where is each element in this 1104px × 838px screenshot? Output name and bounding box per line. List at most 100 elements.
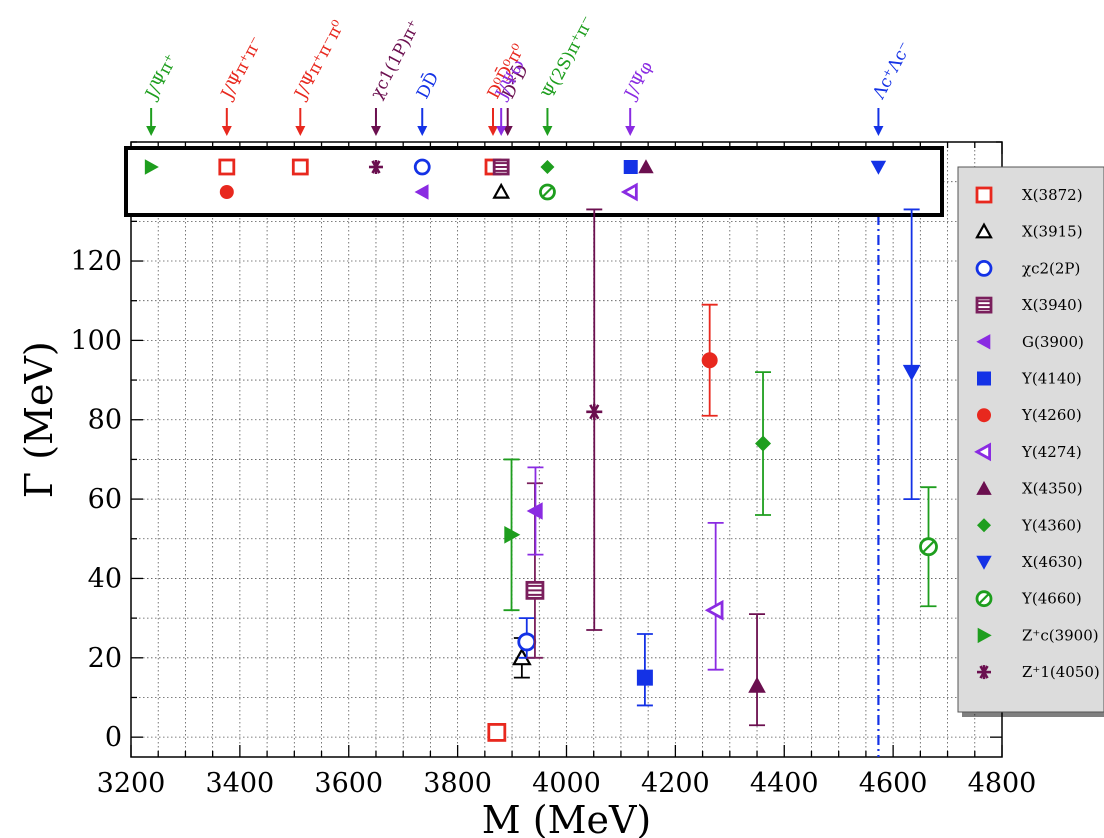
threshold-arrowhead [370, 126, 381, 136]
legend-label: Y(4274) [1021, 443, 1082, 461]
data-point [525, 580, 545, 600]
legend-entry: Y(4660) [975, 590, 1082, 608]
legend-label: X(4630) [1022, 553, 1083, 571]
threshold-marker [492, 182, 511, 199]
threshold-marker [144, 159, 159, 175]
legend-entry: Y(4260) [977, 406, 1082, 424]
threshold-marker [539, 183, 556, 201]
threshold-arrowhead [542, 126, 553, 136]
legend-entry: Z⁺c(3900) [977, 626, 1099, 644]
legend-entry: Y(4360) [977, 516, 1082, 534]
legend-label: χc2(2P) [1022, 259, 1080, 277]
threshold-label: Ψ(2S)π⁺π⁻ [538, 13, 599, 136]
legend-label: Z⁺1(4050) [1022, 663, 1100, 681]
y-tick-label: 0 [105, 722, 122, 753]
legend-entry: Y(4274) [974, 442, 1082, 462]
threshold-marker [413, 158, 431, 176]
legend-label: Z⁺c(3900) [1022, 626, 1099, 644]
legend-entry: X(4350) [976, 480, 1083, 498]
legend-marker [975, 590, 993, 608]
data-point [517, 632, 537, 652]
legend-marker [977, 518, 991, 533]
data-point [701, 352, 718, 369]
legend-label: G(3900) [1022, 333, 1084, 351]
legend-entry: χc2(2P) [975, 259, 1080, 277]
legend-marker [975, 222, 993, 239]
legend-entry: X(3872) [975, 186, 1083, 204]
data-point [919, 537, 938, 557]
axis-ticks: 3200 3400 3600 3800 4000 4200 4400 4600 4800 0 20 4… [70, 141, 1037, 799]
threshold-label-text: J/Ψπ⁺π⁻ [217, 33, 267, 104]
threshold-label: χc1(1P)π⁺ [367, 17, 425, 136]
threshold-label: J/Ψπ⁺π⁻π⁰ [290, 17, 349, 136]
x-tick-label: 4000 [532, 768, 601, 799]
legend-marker [976, 555, 992, 570]
threshold-label: DD̄ [411, 68, 443, 136]
threshold-marker [870, 160, 887, 175]
threshold-label: J/Ψφ [620, 58, 657, 136]
x-tick-label: 3800 [423, 768, 492, 799]
y-tick-label: 60 [88, 484, 122, 515]
threshold-label: J/Ψπ⁺ [141, 51, 182, 136]
legend-entry: Z⁺1(4050) [977, 663, 1100, 681]
y-tick-label: 40 [88, 563, 122, 594]
y-tick-label: 20 [88, 643, 122, 674]
x-tick-label: 3600 [314, 768, 383, 799]
legend-box [957, 166, 1104, 713]
legend-marker [977, 371, 991, 386]
x-tick-label: 3400 [206, 768, 275, 799]
data-points [487, 208, 938, 742]
threshold-arrowhead [146, 126, 157, 136]
x-tick-label: 4600 [859, 768, 928, 799]
threshold-marker [219, 185, 234, 199]
data-point [487, 723, 507, 742]
legend-marker [977, 408, 991, 423]
error-bar [707, 522, 724, 671]
legend-label: Y(4260) [1021, 406, 1082, 424]
threshold-box-bg [126, 148, 942, 215]
legend-marker [976, 334, 991, 350]
threshold-label: Λc⁺Λc⁻ [869, 39, 916, 136]
data-point [902, 364, 921, 381]
threshold-label-text: J/Ψπ⁺π⁻π⁰ [290, 17, 349, 104]
legend-marker [977, 627, 992, 644]
legend-marker [975, 259, 993, 277]
threshold-arrowhead [502, 126, 513, 136]
legend-label: Y(4140) [1021, 370, 1082, 388]
legend-label: X(4350) [1022, 480, 1083, 498]
legend-entry: X(3915) [975, 222, 1083, 241]
threshold-label: J/Ψπ⁺π⁻ [217, 33, 267, 136]
data-point [504, 526, 521, 544]
data-point [636, 669, 653, 686]
threshold-marker [492, 158, 510, 176]
data-point [704, 599, 724, 621]
threshold-marker [414, 184, 429, 200]
y-axis-title: Γ (MeV) [17, 341, 61, 498]
legend-label: Y(4360) [1021, 516, 1082, 534]
threshold-arrowhead [496, 126, 507, 136]
data-point [526, 502, 543, 520]
grid [131, 141, 1002, 757]
x-tick-label: 4800 [968, 768, 1037, 799]
threshold-marker [540, 160, 555, 174]
legend: X(3872) X(3915) χc2(2P) X(3940) G(3900) Y(414… [957, 166, 1104, 717]
error-bar [903, 208, 920, 500]
threshold-label-text: J/Ψπ⁺ [141, 51, 182, 104]
threshold-arrowhead [221, 126, 232, 136]
x-axis-title: M (MeV) [482, 798, 651, 838]
legend-entry: G(3900) [976, 333, 1084, 351]
threshold-label-text: Λc⁺Λc⁻ [869, 39, 916, 104]
threshold-arrowhead [873, 126, 884, 136]
legend-label: Y(4660) [1021, 590, 1082, 608]
threshold-marker [291, 158, 309, 176]
threshold-arrowhead [625, 126, 636, 136]
legend-label: X(3940) [1022, 296, 1083, 314]
x-tick-label: 3200 [97, 768, 166, 799]
y-tick-label: 100 [70, 325, 122, 356]
legend-marker [976, 480, 992, 495]
threshold-label-text: Ψ(2S)π⁺π⁻ [538, 13, 598, 103]
threshold-label-text: DD̄ [411, 68, 443, 102]
y-tick-label: 80 [88, 405, 122, 436]
threshold-marker [368, 160, 383, 174]
